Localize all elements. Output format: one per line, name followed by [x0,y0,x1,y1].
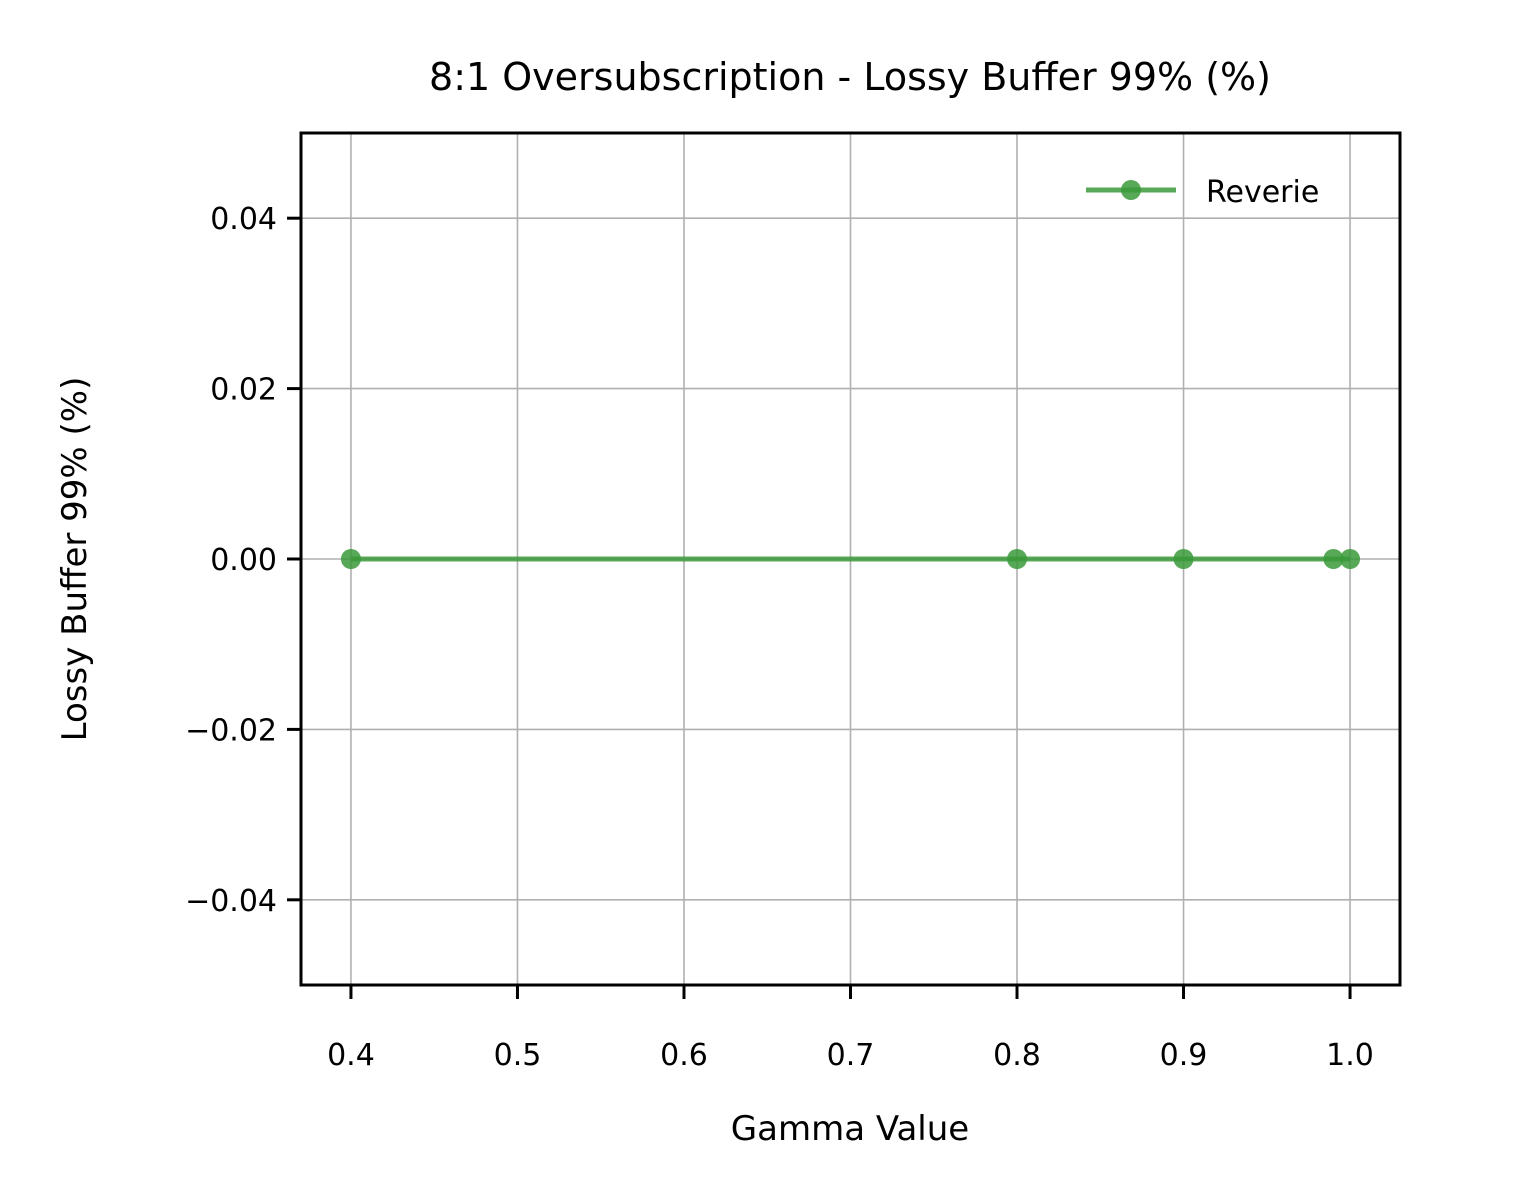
data-point [340,549,361,569]
x-tick-label: 0.8 [993,1038,1041,1073]
y-tick-label: −0.02 [185,713,277,748]
axis-ticks: 0.4 0.5 0.6 0.7 0.8 0.9 1.0 −0.04 −0.02 0.00 0.02 0… [185,202,1374,1073]
data-point [1173,549,1194,569]
y-tick-label: −0.04 [185,884,277,919]
y-tick-label: 0.04 [210,202,277,237]
legend-marker-swatch [1121,180,1141,200]
data-point [1340,549,1361,569]
x-tick-label: 1.0 [1326,1038,1374,1073]
data-point [1323,549,1344,569]
y-tick-label: 0.00 [210,543,277,578]
x-tick-label: 0.4 [327,1038,375,1073]
y-tick-label: 0.02 [210,373,277,408]
x-tick-label: 0.6 [660,1038,708,1073]
data-point [1007,549,1028,569]
legend: Reverie [1086,175,1319,210]
x-axis-label: Gamma Value [731,1109,969,1149]
chart-title: 8:1 Oversubscription - Lossy Buffer 99% … [429,55,1271,99]
y-axis-label: Lossy Buffer 99% (%) [55,377,95,742]
x-tick-label: 0.7 [827,1038,875,1073]
x-tick-label: 0.5 [494,1038,542,1073]
legend-label-reverie: Reverie [1206,175,1319,210]
x-tick-label: 0.9 [1160,1038,1208,1073]
plot-series [340,549,1361,569]
